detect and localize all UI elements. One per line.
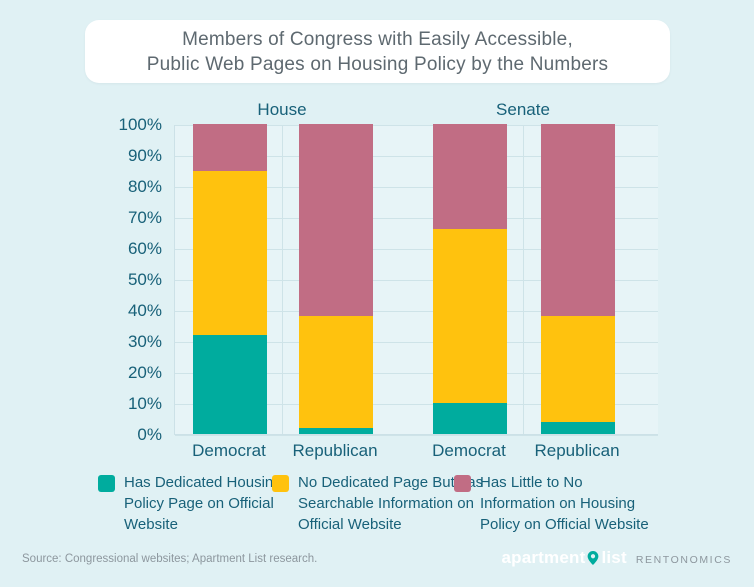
legend-swatch-mauve bbox=[454, 475, 471, 492]
y-axis-tick-label: 40% bbox=[127, 301, 162, 320]
gridline bbox=[175, 156, 658, 157]
page-title-line-1: Members of Congress with Easily Accessib… bbox=[182, 28, 573, 50]
legend-item-little-info: Has Little to No Information on Housing … bbox=[454, 472, 656, 535]
bar-segment-house-republican bbox=[299, 316, 373, 428]
y-axis-tick-label: 100% bbox=[118, 115, 162, 134]
plot-area bbox=[174, 124, 658, 436]
gridline-vertical bbox=[281, 125, 283, 434]
page-title-line-2: Public Web Pages on Housing Policy by th… bbox=[146, 53, 609, 75]
group-label-house: House bbox=[257, 100, 307, 119]
y-axis-tick-label: 0% bbox=[137, 425, 162, 444]
brand-sub-rentonomics: RENTONOMICS bbox=[635, 553, 732, 566]
x-axis-label-senate-republican: Republican bbox=[534, 441, 620, 460]
legend-item-dedicated-page: Has Dedicated Housing Policy Page on Off… bbox=[98, 472, 286, 535]
x-axis-label-house-republican: Republican bbox=[292, 441, 378, 460]
legend-swatch-yellow bbox=[272, 475, 289, 492]
apartment-list-logo: apartment list RENTONOMICS bbox=[501, 548, 732, 568]
gridline-vertical bbox=[522, 125, 524, 434]
gridline bbox=[175, 311, 658, 312]
y-axis-tick-label: 20% bbox=[127, 363, 162, 382]
legend-label: No Dedicated Page But has Searchable Inf… bbox=[298, 474, 484, 533]
y-axis-tick-label: 10% bbox=[127, 394, 162, 413]
x-axis-label-house-democrat: Democrat bbox=[192, 441, 266, 460]
legend-swatch-teal bbox=[98, 475, 115, 492]
y-axis-tick-label: 80% bbox=[127, 177, 162, 196]
gridline bbox=[175, 218, 658, 219]
y-axis-tick-label: 70% bbox=[127, 208, 162, 227]
chart-legend: Has Dedicated Housing Policy Page on Off… bbox=[0, 472, 754, 542]
brand-word-list: list bbox=[601, 548, 627, 567]
y-axis-tick-label: 30% bbox=[127, 332, 162, 351]
gridline bbox=[175, 249, 658, 250]
bar-segment-house-republican bbox=[299, 124, 373, 317]
bar-segment-house-republican bbox=[299, 427, 373, 434]
y-axis-tick-label: 60% bbox=[127, 239, 162, 258]
gridline bbox=[175, 187, 658, 188]
group-label-senate: Senate bbox=[496, 100, 550, 119]
legend-label: Has Dedicated Housing Policy Page on Off… bbox=[124, 474, 282, 533]
gridline bbox=[175, 404, 658, 405]
brand-word-apartment: apartment bbox=[501, 548, 586, 567]
gridline bbox=[175, 125, 658, 126]
bar-segment-senate-republican bbox=[541, 316, 615, 422]
gridline bbox=[175, 342, 658, 343]
bar-segment-senate-democrat bbox=[433, 403, 507, 434]
title-card: Members of Congress with Easily Accessib… bbox=[85, 20, 670, 83]
x-axis-label-senate-democrat: Democrat bbox=[432, 441, 506, 460]
y-axis-tick-label: 90% bbox=[127, 146, 162, 165]
bar-segment-house-democrat bbox=[193, 170, 267, 335]
bar-segment-senate-democrat bbox=[433, 229, 507, 403]
y-axis-tick-label: 50% bbox=[127, 270, 162, 289]
bar-segment-senate-republican bbox=[541, 421, 615, 434]
source-attribution: Source: Congressional websites; Apartmen… bbox=[22, 553, 318, 565]
bar-segment-senate-democrat bbox=[433, 124, 507, 230]
gridline bbox=[175, 280, 658, 281]
bar-segment-house-democrat bbox=[193, 124, 267, 171]
legend-label: Has Little to No Information on Housing … bbox=[480, 474, 649, 533]
bar-segment-senate-republican bbox=[541, 124, 615, 317]
bar-segment-house-democrat bbox=[193, 334, 267, 434]
gridline bbox=[175, 435, 658, 436]
apartment-list-pin-icon bbox=[586, 550, 600, 566]
gridline bbox=[175, 373, 658, 374]
legend-item-searchable-info: No Dedicated Page But has Searchable Inf… bbox=[272, 472, 488, 535]
